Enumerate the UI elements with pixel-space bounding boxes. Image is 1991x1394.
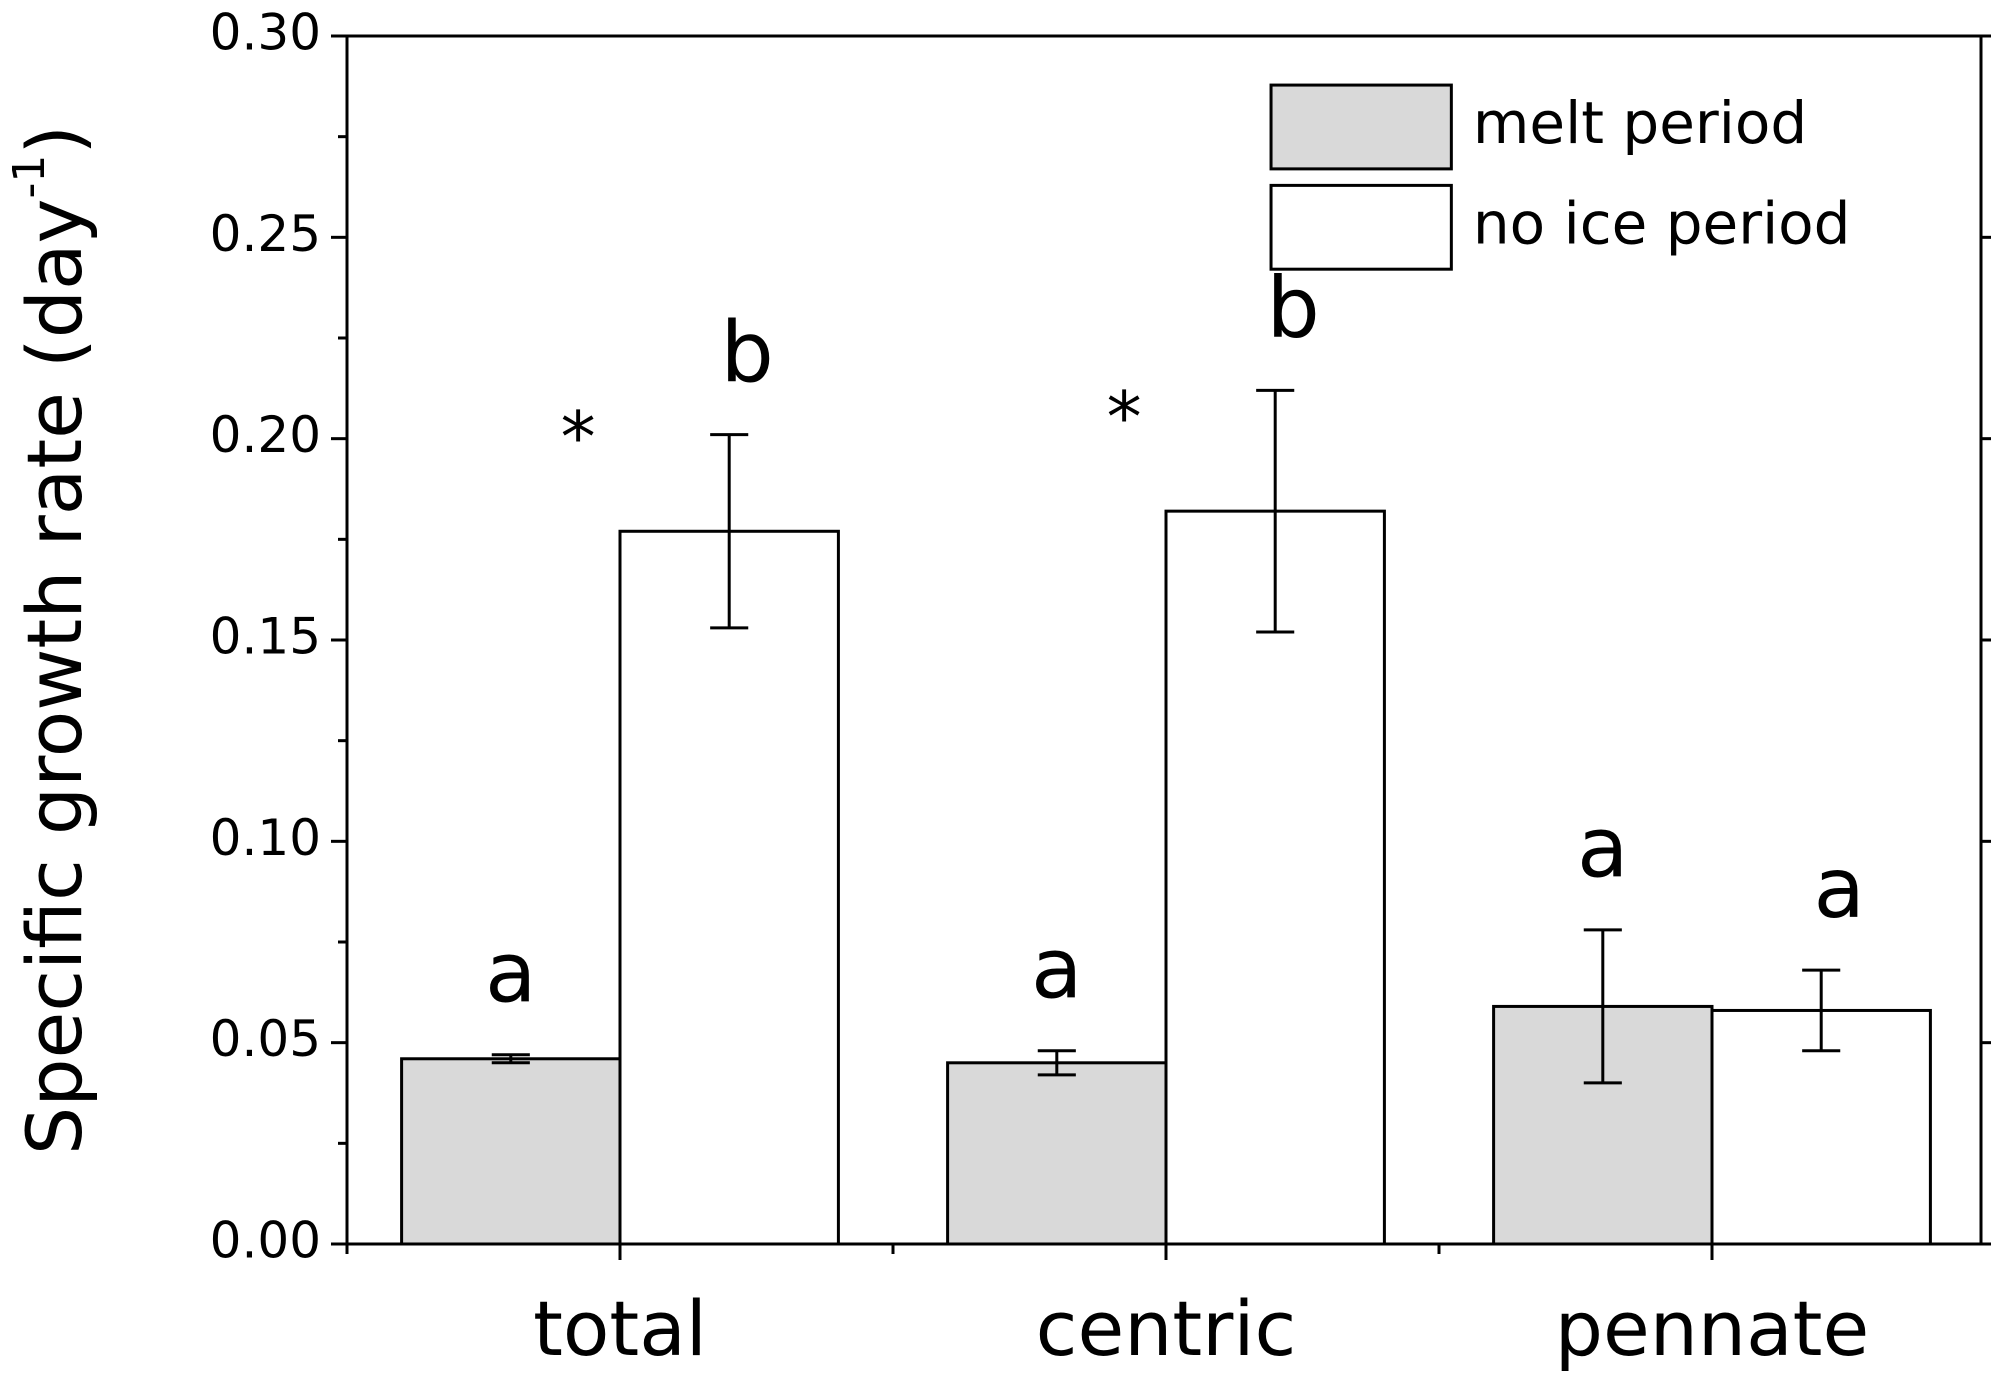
y-tick-label: 0.10 [210, 809, 321, 867]
y-tick-label: 0.20 [210, 406, 321, 464]
y-label-sup: -1 [4, 155, 55, 199]
x-tick-label: pennate [1555, 1284, 1869, 1373]
bar [1164, 509, 1386, 1246]
y-tick-label: 0.05 [210, 1010, 321, 1068]
plot-frame [345, 34, 1983, 1246]
legend-label: no ice period [1473, 189, 1851, 257]
y-tick-label: 0.15 [210, 608, 321, 666]
group-letter: b [721, 303, 774, 401]
y-axis-label: Specific growth rate (day-1) [4, 125, 99, 1155]
group-letter: a [1031, 919, 1082, 1017]
bar [946, 1061, 1168, 1246]
group-letter: a [485, 923, 536, 1021]
legend-swatch [1269, 83, 1453, 171]
group-letter: a [1813, 839, 1864, 937]
bar [618, 529, 840, 1246]
bar [400, 1057, 622, 1246]
x-tick-label: total [533, 1284, 707, 1373]
y-label-end: ) [10, 125, 99, 155]
significance-mark: * [561, 396, 596, 478]
y-tick-label: 0.30 [210, 4, 321, 62]
legend-swatch [1269, 183, 1453, 271]
y-tick-label: 0.00 [210, 1212, 321, 1270]
group-letter: b [1267, 259, 1320, 357]
y-tick-label: 0.25 [210, 205, 321, 263]
x-tick-label: centric [1036, 1284, 1297, 1373]
significance-mark: * [1107, 376, 1142, 458]
group-letter: a [1577, 799, 1628, 897]
legend-label: melt period [1473, 89, 1807, 157]
y-label-main: Specific growth rate (day [10, 199, 99, 1156]
